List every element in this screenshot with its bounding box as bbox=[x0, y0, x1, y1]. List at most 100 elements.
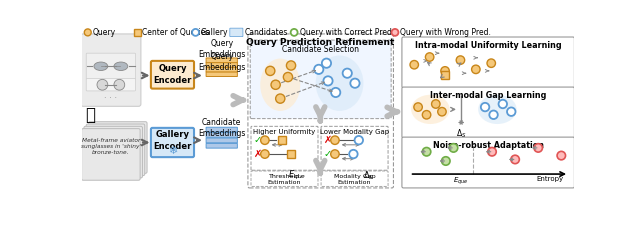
Circle shape bbox=[97, 79, 108, 90]
Text: $\Delta_S$: $\Delta_S$ bbox=[363, 169, 374, 182]
Circle shape bbox=[487, 59, 495, 68]
FancyBboxPatch shape bbox=[402, 87, 575, 138]
Ellipse shape bbox=[411, 95, 450, 124]
Text: Gallery
Encoder: Gallery Encoder bbox=[153, 130, 191, 151]
Text: Metal-frame aviator
sunglasses in 'shiny'
bronze-tone.: Metal-frame aviator sunglasses in 'shiny… bbox=[81, 138, 141, 155]
FancyBboxPatch shape bbox=[82, 129, 140, 180]
Text: Higher Uniformity: Higher Uniformity bbox=[253, 129, 316, 135]
FancyBboxPatch shape bbox=[206, 63, 237, 67]
Circle shape bbox=[260, 150, 269, 158]
Text: Query Prediction Refinement: Query Prediction Refinement bbox=[246, 38, 395, 47]
Circle shape bbox=[342, 69, 352, 78]
Circle shape bbox=[84, 29, 92, 36]
Text: Lower Modality Gap: Lower Modality Gap bbox=[320, 129, 389, 135]
Circle shape bbox=[271, 80, 280, 89]
Circle shape bbox=[284, 72, 292, 82]
Text: ✗: ✗ bbox=[254, 149, 262, 159]
FancyBboxPatch shape bbox=[251, 126, 318, 170]
Circle shape bbox=[422, 110, 431, 119]
FancyBboxPatch shape bbox=[402, 137, 575, 188]
Bar bbox=[441, 70, 449, 79]
FancyBboxPatch shape bbox=[402, 37, 575, 88]
Text: Entropy: Entropy bbox=[536, 176, 563, 182]
Text: Query
Embeddings: Query Embeddings bbox=[198, 39, 245, 59]
Text: Query
Encoder: Query Encoder bbox=[153, 64, 191, 85]
Circle shape bbox=[355, 136, 363, 144]
Text: Query with Correct Pred.: Query with Correct Pred. bbox=[300, 28, 394, 37]
Text: $E_{que}$: $E_{que}$ bbox=[288, 169, 306, 182]
Text: 👤: 👤 bbox=[86, 106, 95, 124]
Circle shape bbox=[349, 150, 358, 158]
Circle shape bbox=[323, 76, 333, 86]
Circle shape bbox=[449, 144, 458, 152]
Text: ✗: ✗ bbox=[324, 135, 332, 145]
Circle shape bbox=[426, 53, 434, 61]
Circle shape bbox=[441, 67, 449, 75]
Circle shape bbox=[507, 108, 515, 116]
Circle shape bbox=[422, 148, 431, 156]
Circle shape bbox=[557, 151, 566, 160]
Text: Inter-modal Gap Learning: Inter-modal Gap Learning bbox=[430, 91, 547, 100]
FancyBboxPatch shape bbox=[206, 138, 237, 143]
Circle shape bbox=[431, 100, 440, 108]
Circle shape bbox=[192, 29, 199, 36]
Circle shape bbox=[472, 65, 480, 74]
Circle shape bbox=[314, 65, 323, 74]
Ellipse shape bbox=[94, 62, 108, 70]
FancyBboxPatch shape bbox=[86, 124, 145, 176]
Text: Query
Embeddings: Query Embeddings bbox=[198, 52, 245, 72]
Circle shape bbox=[442, 157, 450, 165]
Text: Noise-robust Adaptation: Noise-robust Adaptation bbox=[433, 141, 543, 150]
Text: Threshold
Estimation: Threshold Estimation bbox=[268, 174, 301, 185]
FancyBboxPatch shape bbox=[84, 126, 143, 178]
Circle shape bbox=[331, 88, 340, 97]
Text: Gallery: Gallery bbox=[200, 28, 228, 37]
Circle shape bbox=[291, 29, 298, 36]
Circle shape bbox=[481, 103, 490, 111]
Circle shape bbox=[410, 61, 419, 69]
Text: . . .: . . . bbox=[104, 91, 117, 100]
Circle shape bbox=[499, 100, 507, 108]
Text: Query: Query bbox=[92, 28, 115, 37]
Circle shape bbox=[331, 150, 339, 158]
Text: Intra-modal Uniformity Learning: Intra-modal Uniformity Learning bbox=[415, 41, 561, 50]
Ellipse shape bbox=[260, 58, 300, 111]
Text: Candidate Selection: Candidate Selection bbox=[282, 45, 359, 54]
Bar bbox=[134, 29, 141, 36]
Text: ❄: ❄ bbox=[168, 146, 177, 156]
Circle shape bbox=[350, 79, 360, 88]
FancyBboxPatch shape bbox=[206, 72, 237, 77]
FancyBboxPatch shape bbox=[248, 34, 394, 188]
Ellipse shape bbox=[114, 62, 128, 70]
Text: Candidate
Embeddings: Candidate Embeddings bbox=[198, 118, 245, 138]
Circle shape bbox=[331, 136, 339, 144]
FancyBboxPatch shape bbox=[151, 128, 194, 157]
FancyBboxPatch shape bbox=[206, 67, 237, 72]
Circle shape bbox=[490, 110, 498, 119]
Circle shape bbox=[276, 94, 285, 103]
Text: Candidates: Candidates bbox=[245, 28, 288, 37]
FancyBboxPatch shape bbox=[206, 143, 237, 148]
FancyBboxPatch shape bbox=[206, 58, 237, 63]
Circle shape bbox=[260, 136, 269, 144]
Text: ✓: ✓ bbox=[324, 149, 332, 159]
Text: $E_{que}$: $E_{que}$ bbox=[454, 176, 469, 187]
Circle shape bbox=[511, 155, 519, 164]
FancyBboxPatch shape bbox=[81, 34, 141, 106]
Circle shape bbox=[534, 144, 543, 152]
Circle shape bbox=[322, 58, 331, 68]
Circle shape bbox=[287, 61, 296, 70]
Ellipse shape bbox=[316, 56, 364, 111]
FancyBboxPatch shape bbox=[321, 171, 388, 186]
Circle shape bbox=[392, 29, 399, 36]
Circle shape bbox=[488, 148, 496, 156]
FancyBboxPatch shape bbox=[321, 126, 388, 170]
FancyBboxPatch shape bbox=[230, 28, 243, 37]
Circle shape bbox=[266, 66, 275, 76]
FancyBboxPatch shape bbox=[206, 127, 237, 132]
Text: Query with Wrong Pred.: Query with Wrong Pred. bbox=[401, 28, 492, 37]
Ellipse shape bbox=[478, 95, 516, 124]
FancyBboxPatch shape bbox=[88, 122, 147, 173]
Circle shape bbox=[114, 79, 125, 90]
Text: ✓: ✓ bbox=[254, 135, 262, 145]
